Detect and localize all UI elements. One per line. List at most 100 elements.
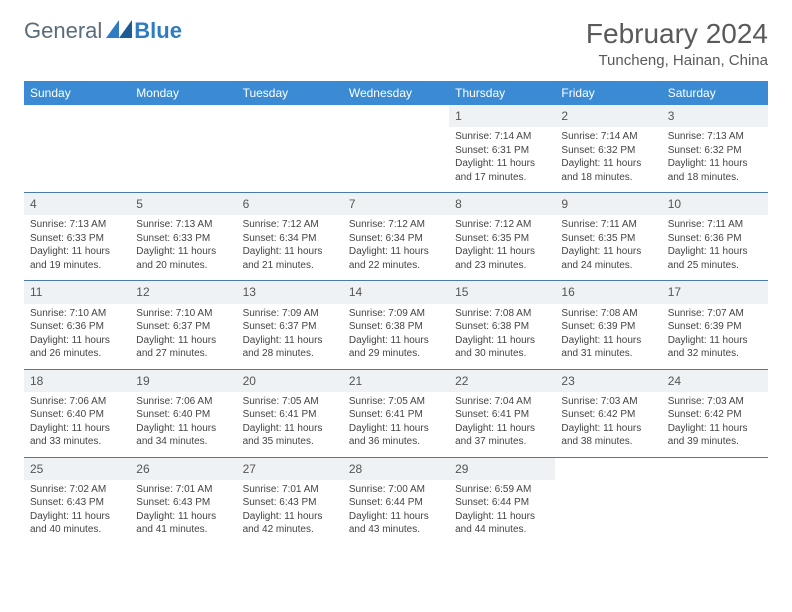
sunset-line: Sunset: 6:36 PM	[30, 320, 124, 334]
sunset-line: Sunset: 6:41 PM	[243, 408, 337, 422]
sunset-line: Sunset: 6:37 PM	[243, 320, 337, 334]
weekday-header: Friday	[555, 81, 661, 105]
weekday-header-row: Sunday Monday Tuesday Wednesday Thursday…	[24, 81, 768, 105]
calendar-row: 18Sunrise: 7:06 AMSunset: 6:40 PMDayligh…	[24, 369, 768, 457]
day-number: 7	[343, 193, 449, 215]
day-number: 4	[24, 193, 130, 215]
sunset-line: Sunset: 6:42 PM	[561, 408, 655, 422]
calendar-cell: 26Sunrise: 7:01 AMSunset: 6:43 PMDayligh…	[130, 457, 236, 545]
calendar-cell: 6Sunrise: 7:12 AMSunset: 6:34 PMDaylight…	[237, 193, 343, 281]
daylight-line: Daylight: 11 hours and 27 minutes.	[136, 334, 230, 361]
header: General Blue February 2024 Tuncheng, Hai…	[24, 18, 768, 69]
calendar-cell: 17Sunrise: 7:07 AMSunset: 6:39 PMDayligh…	[662, 281, 768, 369]
day-number: 12	[130, 281, 236, 303]
sunset-line: Sunset: 6:35 PM	[455, 232, 549, 246]
sunrise-line: Sunrise: 7:12 AM	[349, 218, 443, 232]
sunset-line: Sunset: 6:39 PM	[561, 320, 655, 334]
weekday-header: Sunday	[24, 81, 130, 105]
daylight-line: Daylight: 11 hours and 19 minutes.	[30, 245, 124, 272]
sunrise-line: Sunrise: 7:06 AM	[136, 395, 230, 409]
calendar-cell: 8Sunrise: 7:12 AMSunset: 6:35 PMDaylight…	[449, 193, 555, 281]
daylight-line: Daylight: 11 hours and 41 minutes.	[136, 510, 230, 537]
calendar-cell: 15Sunrise: 7:08 AMSunset: 6:38 PMDayligh…	[449, 281, 555, 369]
day-number: 25	[24, 458, 130, 480]
sunset-line: Sunset: 6:38 PM	[349, 320, 443, 334]
sunrise-line: Sunrise: 7:04 AM	[455, 395, 549, 409]
day-number: 8	[449, 193, 555, 215]
sunrise-line: Sunrise: 7:01 AM	[136, 483, 230, 497]
sunset-line: Sunset: 6:44 PM	[349, 496, 443, 510]
sunrise-line: Sunrise: 7:10 AM	[136, 307, 230, 321]
calendar-cell: 13Sunrise: 7:09 AMSunset: 6:37 PMDayligh…	[237, 281, 343, 369]
daylight-line: Daylight: 11 hours and 18 minutes.	[561, 157, 655, 184]
day-number: 11	[24, 281, 130, 303]
calendar-row: 1Sunrise: 7:14 AMSunset: 6:31 PMDaylight…	[24, 105, 768, 193]
day-number: 18	[24, 370, 130, 392]
sunrise-line: Sunrise: 7:12 AM	[455, 218, 549, 232]
sunrise-line: Sunrise: 7:05 AM	[243, 395, 337, 409]
logo-text-blue: Blue	[134, 18, 182, 44]
calendar-cell: 4Sunrise: 7:13 AMSunset: 6:33 PMDaylight…	[24, 193, 130, 281]
sunset-line: Sunset: 6:32 PM	[561, 144, 655, 158]
sunrise-line: Sunrise: 7:09 AM	[349, 307, 443, 321]
calendar-table: Sunday Monday Tuesday Wednesday Thursday…	[24, 81, 768, 545]
day-number: 27	[237, 458, 343, 480]
sunset-line: Sunset: 6:43 PM	[136, 496, 230, 510]
sunset-line: Sunset: 6:33 PM	[136, 232, 230, 246]
day-number: 16	[555, 281, 661, 303]
day-number: 14	[343, 281, 449, 303]
calendar-cell: 1Sunrise: 7:14 AMSunset: 6:31 PMDaylight…	[449, 105, 555, 193]
weekday-header: Wednesday	[343, 81, 449, 105]
day-number: 10	[662, 193, 768, 215]
sunset-line: Sunset: 6:35 PM	[561, 232, 655, 246]
sunrise-line: Sunrise: 7:14 AM	[455, 130, 549, 144]
calendar-cell: 14Sunrise: 7:09 AMSunset: 6:38 PMDayligh…	[343, 281, 449, 369]
logo: General Blue	[24, 18, 182, 44]
calendar-cell	[24, 105, 130, 193]
sunset-line: Sunset: 6:37 PM	[136, 320, 230, 334]
sunrise-line: Sunrise: 7:02 AM	[30, 483, 124, 497]
sunrise-line: Sunrise: 7:00 AM	[349, 483, 443, 497]
sunrise-line: Sunrise: 7:05 AM	[349, 395, 443, 409]
sunset-line: Sunset: 6:33 PM	[30, 232, 124, 246]
daylight-line: Daylight: 11 hours and 25 minutes.	[668, 245, 762, 272]
day-number: 19	[130, 370, 236, 392]
daylight-line: Daylight: 11 hours and 21 minutes.	[243, 245, 337, 272]
day-number: 9	[555, 193, 661, 215]
calendar-cell: 9 Sunrise: 7:11 AMSunset: 6:35 PMDaylight…	[555, 193, 661, 281]
day-number: 20	[237, 370, 343, 392]
title-block: February 2024 Tuncheng, Hainan, China	[586, 18, 768, 69]
day-number: 5	[130, 193, 236, 215]
sunrise-line: Sunrise: 7:13 AM	[136, 218, 230, 232]
calendar-cell	[555, 457, 661, 545]
calendar-cell: 29Sunrise: 6:59 AMSunset: 6:44 PMDayligh…	[449, 457, 555, 545]
weekday-header: Saturday	[662, 81, 768, 105]
weekday-header: Monday	[130, 81, 236, 105]
sunrise-line: Sunrise: 7:03 AM	[561, 395, 655, 409]
sunset-line: Sunset: 6:43 PM	[243, 496, 337, 510]
sunrise-line: Sunrise: 7:08 AM	[455, 307, 549, 321]
day-number: 1	[449, 105, 555, 127]
day-number: 6	[237, 193, 343, 215]
month-title: February 2024	[586, 18, 768, 50]
sunrise-line: Sunrise: 7:11 AM	[561, 218, 655, 232]
day-number: 24	[662, 370, 768, 392]
sunrise-line: Sunrise: 7:03 AM	[668, 395, 762, 409]
weekday-header: Thursday	[449, 81, 555, 105]
sunrise-line: Sunrise: 7:10 AM	[30, 307, 124, 321]
daylight-line: Daylight: 11 hours and 32 minutes.	[668, 334, 762, 361]
day-number: 3	[662, 105, 768, 127]
sunrise-line: Sunrise: 7:06 AM	[30, 395, 124, 409]
sunset-line: Sunset: 6:39 PM	[668, 320, 762, 334]
daylight-line: Daylight: 11 hours and 18 minutes.	[668, 157, 762, 184]
daylight-line: Daylight: 11 hours and 42 minutes.	[243, 510, 337, 537]
calendar-cell: 16Sunrise: 7:08 AMSunset: 6:39 PMDayligh…	[555, 281, 661, 369]
daylight-line: Daylight: 11 hours and 24 minutes.	[561, 245, 655, 272]
calendar-cell: 20Sunrise: 7:05 AMSunset: 6:41 PMDayligh…	[237, 369, 343, 457]
sunset-line: Sunset: 6:36 PM	[668, 232, 762, 246]
day-number: 17	[662, 281, 768, 303]
calendar-cell: 28Sunrise: 7:00 AMSunset: 6:44 PMDayligh…	[343, 457, 449, 545]
calendar-cell: 25Sunrise: 7:02 AMSunset: 6:43 PMDayligh…	[24, 457, 130, 545]
calendar-cell	[662, 457, 768, 545]
day-number: 28	[343, 458, 449, 480]
